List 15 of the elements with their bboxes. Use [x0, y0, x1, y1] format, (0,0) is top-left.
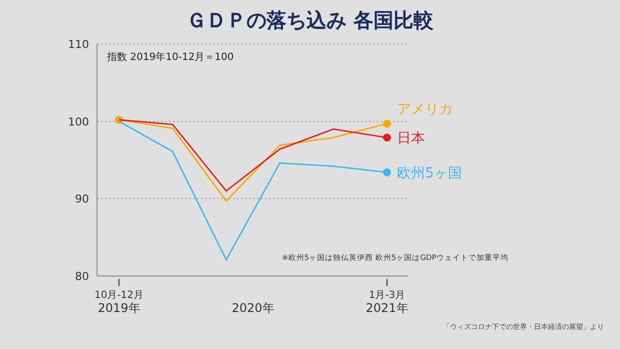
x-axis-title: 2020年	[232, 301, 274, 315]
series-label: 日本	[397, 130, 425, 147]
series-label: 欧州5ヶ国	[397, 165, 462, 182]
y-axis-title: 指数 2019年10-12月＝100	[106, 51, 234, 63]
y-tick-label: 90	[75, 192, 89, 206]
y-tick-label: 110	[68, 38, 89, 51]
y-tick-label: 80	[75, 270, 89, 283]
chart-title: ＧＤＰの落ち込み 各国比較	[186, 8, 434, 32]
point	[383, 168, 391, 176]
y-tick-label: 100	[68, 115, 89, 128]
x-tick-label: 10月-12月 2019年	[94, 290, 144, 315]
x-tick-label: 1月-3月 2021年	[366, 290, 408, 315]
point	[383, 120, 391, 128]
point	[383, 134, 391, 142]
series-label: アメリカ	[397, 102, 453, 118]
